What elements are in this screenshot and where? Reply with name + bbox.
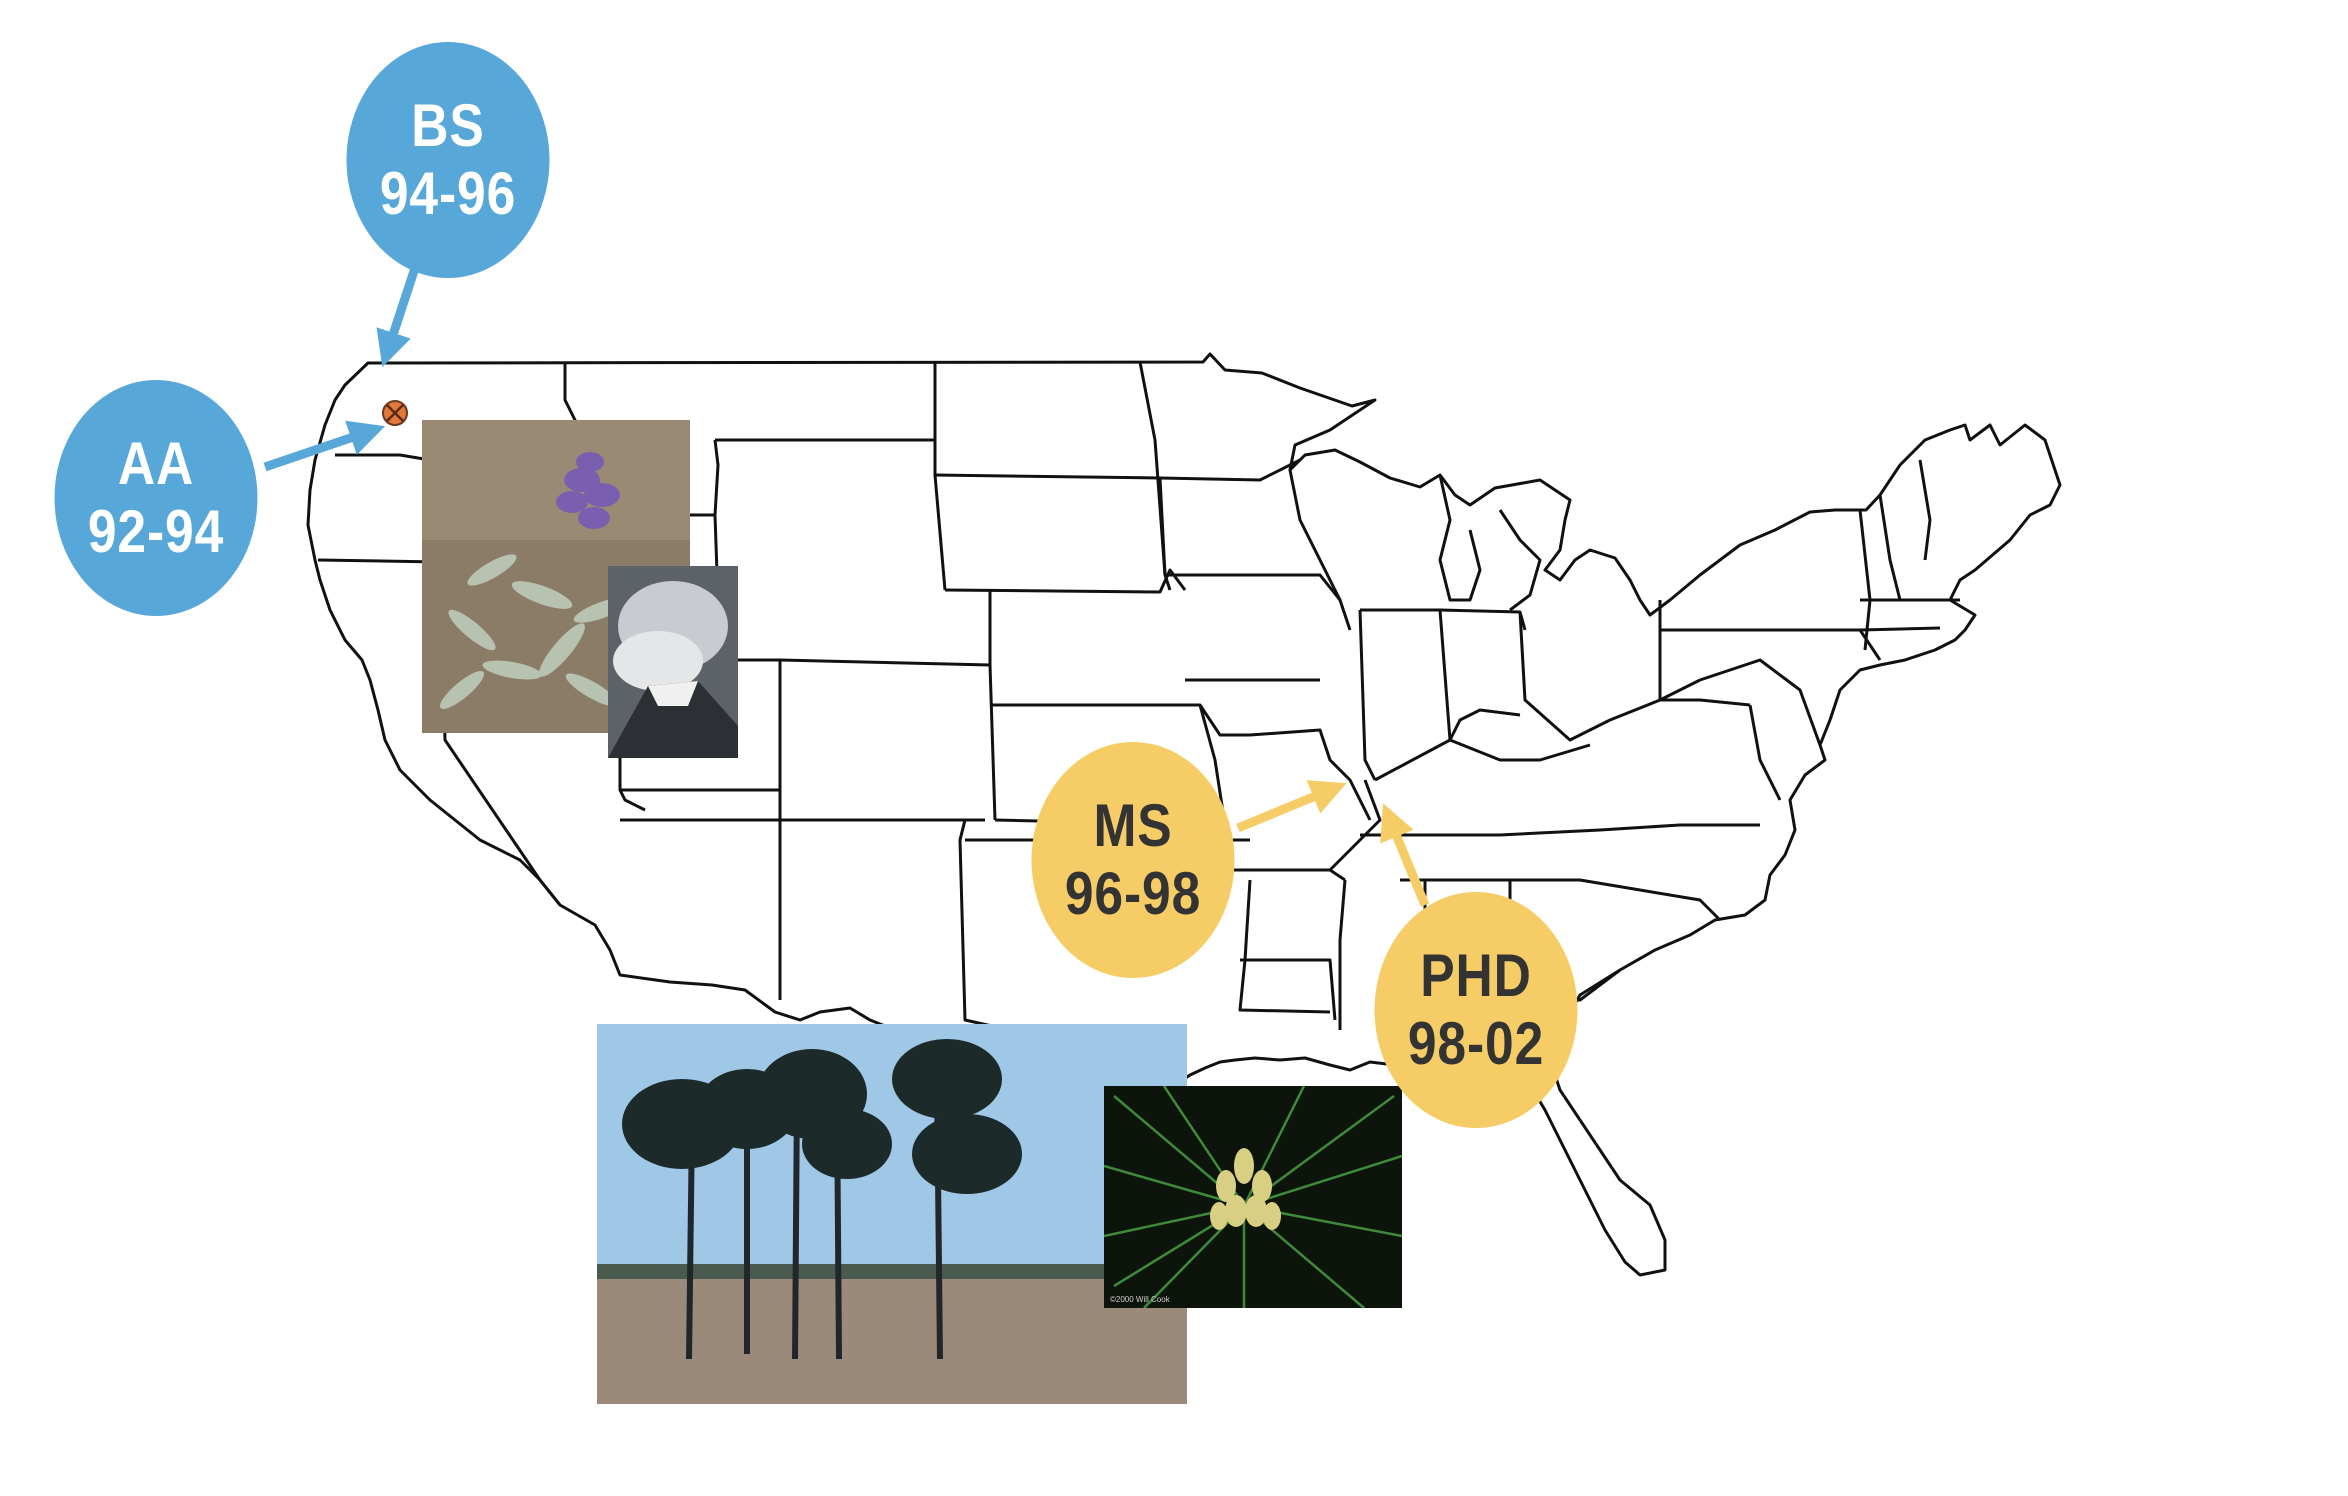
bs-degree: BS — [411, 92, 485, 160]
arrow-phd — [1380, 803, 1430, 907]
phd-marker: PHD 98-02 — [1374, 892, 1578, 1128]
phd-degree: PHD — [1420, 942, 1532, 1010]
circle-x-icon — [382, 400, 408, 426]
pine-cone-photo: ©2000 Will Cook — [1104, 1086, 1402, 1308]
pine-savanna-photo — [597, 1024, 1187, 1404]
lupine-photo — [422, 420, 690, 733]
photo-credit: ©2000 Will Cook — [1110, 1295, 1171, 1304]
ms-degree: MS — [1093, 792, 1173, 860]
ms-marker: MS 96-98 — [1031, 742, 1235, 978]
bs-marker: BS 94-96 — [346, 42, 550, 278]
aa-degree: AA — [117, 430, 195, 498]
arrow-bs — [376, 266, 420, 368]
ms-years: 96-98 — [1064, 860, 1202, 927]
phd-years: 98-02 — [1407, 1010, 1545, 1077]
volcano-photo — [608, 566, 738, 758]
arrow-ms — [1236, 780, 1347, 833]
aa-marker: AA 92-94 — [54, 380, 258, 616]
arrow-aa — [263, 420, 386, 472]
aa-years: 92-94 — [87, 498, 225, 565]
bs-years: 94-96 — [379, 160, 517, 227]
